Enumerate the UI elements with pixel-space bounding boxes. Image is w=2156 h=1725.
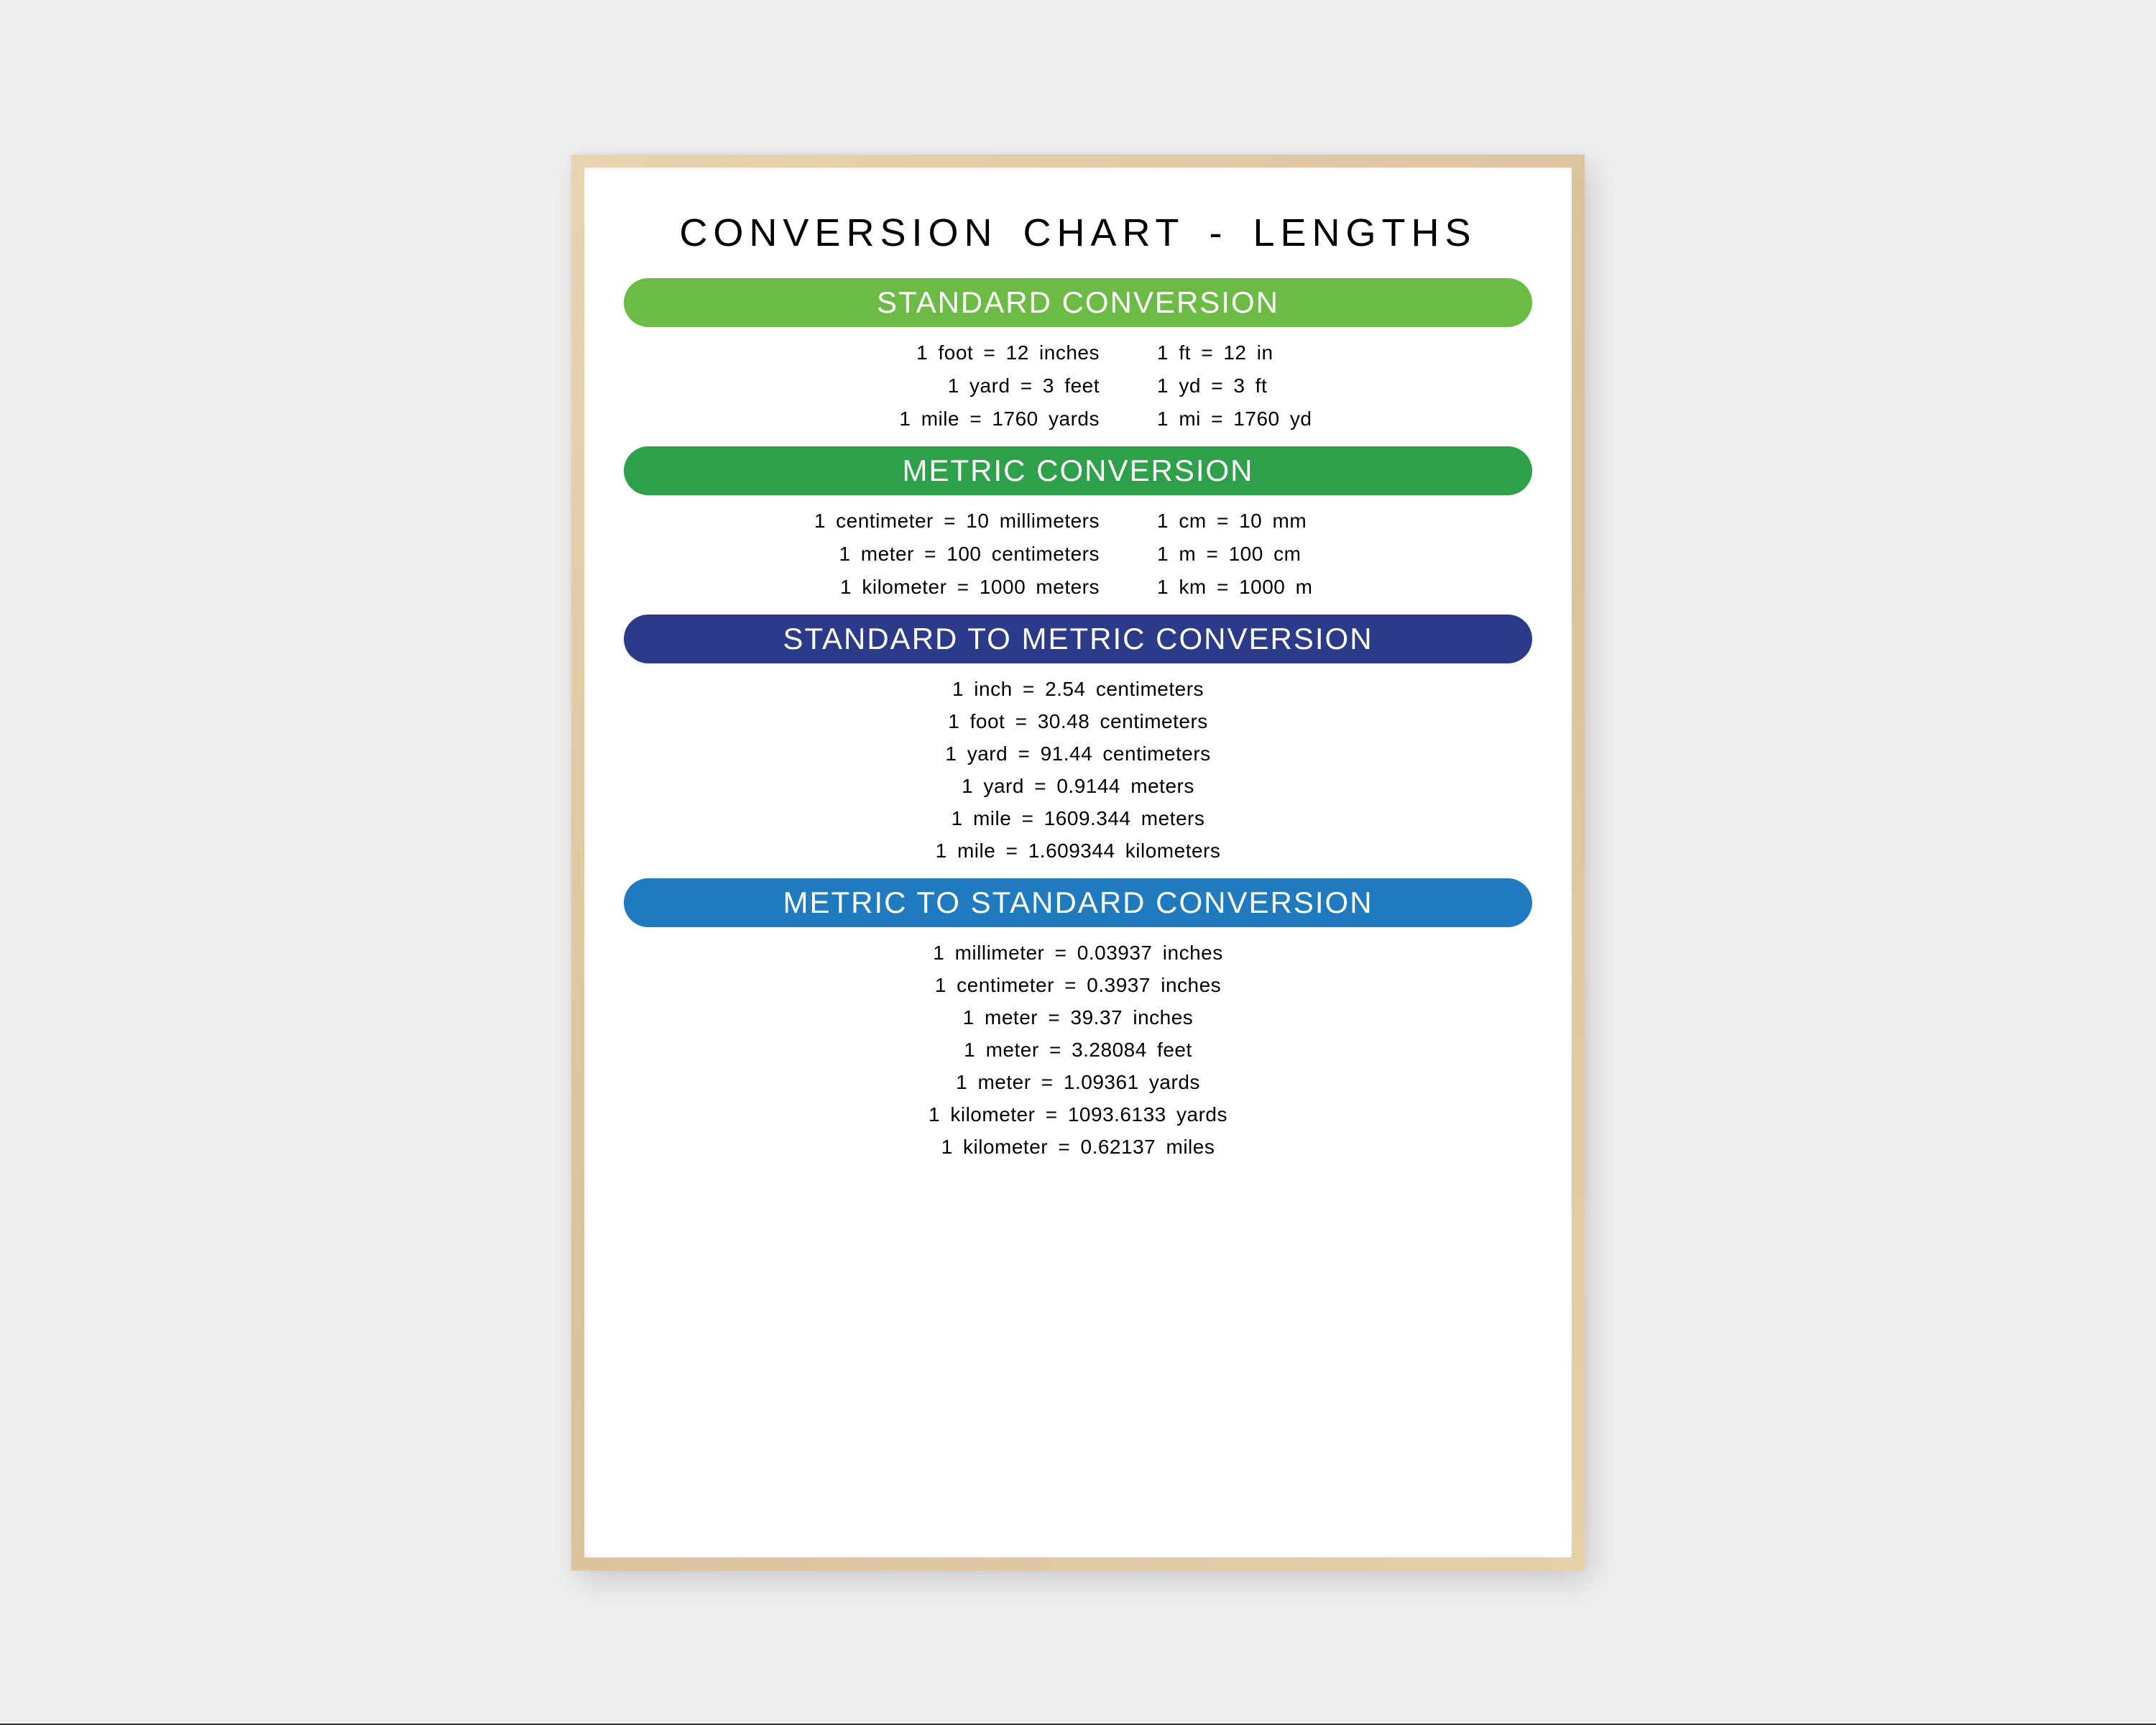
conversion-line: 1 yd = 3 ft bbox=[1157, 374, 1267, 397]
conversion-line: 1 centimeter = 0.3937 inches bbox=[935, 974, 1221, 997]
conversion-line: 1 yard = 3 feet bbox=[948, 374, 1100, 397]
conversion-line: 1 meter = 39.37 inches bbox=[963, 1006, 1194, 1029]
conversion-line: 1 meter = 1.09361 yards bbox=[956, 1071, 1200, 1094]
conversion-line: 1 mile = 1609.344 meters bbox=[952, 807, 1205, 830]
conversion-line: 1 centimeter = 10 millimeters bbox=[814, 510, 1100, 533]
conversion-line: 1 cm = 10 mm bbox=[1157, 510, 1307, 533]
section-body-std-to-metric: 1 inch = 2.54 centimeters 1 foot = 30.48… bbox=[624, 678, 1532, 862]
conversion-line: 1 mile = 1760 yards bbox=[899, 408, 1100, 431]
conversion-line: 1 meter = 100 centimeters bbox=[839, 543, 1100, 566]
conversion-line: 1 foot = 30.48 centimeters bbox=[948, 710, 1208, 733]
section-header-std-to-metric: STANDARD TO METRIC CONVERSION bbox=[624, 615, 1532, 663]
section-body-standard: 1 foot = 12 inches 1 yard = 3 feet 1 mil… bbox=[624, 341, 1532, 431]
conversion-line: 1 km = 1000 m bbox=[1157, 576, 1312, 599]
conversion-line: 1 meter = 3.28084 feet bbox=[964, 1039, 1192, 1062]
conversion-line: 1 millimeter = 0.03937 inches bbox=[933, 942, 1222, 965]
conversion-line: 1 mi = 1760 yd bbox=[1157, 408, 1312, 431]
conversion-line: 1 mile = 1.609344 kilometers bbox=[936, 840, 1221, 862]
section-body-metric: 1 centimeter = 10 millimeters 1 meter = … bbox=[624, 510, 1532, 599]
conversion-line: 1 yard = 0.9144 meters bbox=[962, 775, 1194, 798]
col-right-standard: 1 ft = 12 in 1 yd = 3 ft 1 mi = 1760 yd bbox=[1157, 341, 1358, 431]
section-metric-to-std: METRIC TO STANDARD CONVERSION 1 millimet… bbox=[624, 878, 1532, 1159]
conversion-line: 1 inch = 2.54 centimeters bbox=[952, 678, 1204, 701]
col-left-standard: 1 foot = 12 inches 1 yard = 3 feet 1 mil… bbox=[798, 341, 1100, 431]
section-header-metric-to-std: METRIC TO STANDARD CONVERSION bbox=[624, 878, 1532, 927]
section-metric: METRIC CONVERSION 1 centimeter = 10 mill… bbox=[624, 446, 1532, 599]
poster-frame: CONVERSION CHART - LENGTHS STANDARD CONV… bbox=[571, 155, 1585, 1570]
section-header-metric: METRIC CONVERSION bbox=[624, 446, 1532, 495]
conversion-line: 1 ft = 12 in bbox=[1157, 341, 1273, 364]
section-header-standard: STANDARD CONVERSION bbox=[624, 278, 1532, 327]
section-standard: STANDARD CONVERSION 1 foot = 12 inches 1… bbox=[624, 278, 1532, 431]
conversion-line: 1 yard = 91.44 centimeters bbox=[945, 742, 1210, 765]
conversion-line: 1 m = 100 cm bbox=[1157, 543, 1301, 566]
poster-content: CONVERSION CHART - LENGTHS STANDARD CONV… bbox=[584, 167, 1572, 1558]
section-std-to-metric: STANDARD TO METRIC CONVERSION 1 inch = 2… bbox=[624, 615, 1532, 862]
conversion-line: 1 kilometer = 1000 meters bbox=[840, 576, 1100, 599]
chart-title: CONVERSION CHART - LENGTHS bbox=[624, 211, 1532, 255]
conversion-line: 1 foot = 12 inches bbox=[916, 341, 1100, 364]
conversion-line: 1 kilometer = 0.62137 miles bbox=[941, 1136, 1215, 1159]
conversion-line: 1 kilometer = 1093.6133 yards bbox=[929, 1103, 1227, 1126]
section-body-metric-to-std: 1 millimeter = 0.03937 inches 1 centimet… bbox=[624, 942, 1532, 1159]
col-left-metric: 1 centimeter = 10 millimeters 1 meter = … bbox=[798, 510, 1100, 599]
col-right-metric: 1 cm = 10 mm 1 m = 100 cm 1 km = 1000 m bbox=[1157, 510, 1358, 599]
